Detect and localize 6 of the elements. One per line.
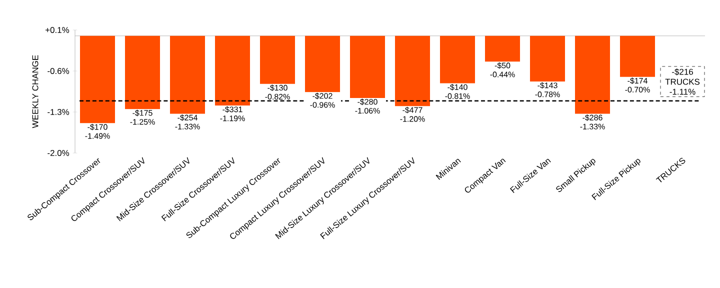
y-axis-title: WEEKLY CHANGE bbox=[32, 55, 38, 128]
annotation: -$216 TRUCKS -1.11% bbox=[665, 68, 700, 95]
y-tick-label: -1.3% bbox=[48, 109, 70, 115]
y-tick-label: -2.0% bbox=[48, 150, 70, 156]
y-tick-label: -0.6% bbox=[48, 68, 70, 74]
y-tick-label: +0.1% bbox=[46, 27, 70, 33]
